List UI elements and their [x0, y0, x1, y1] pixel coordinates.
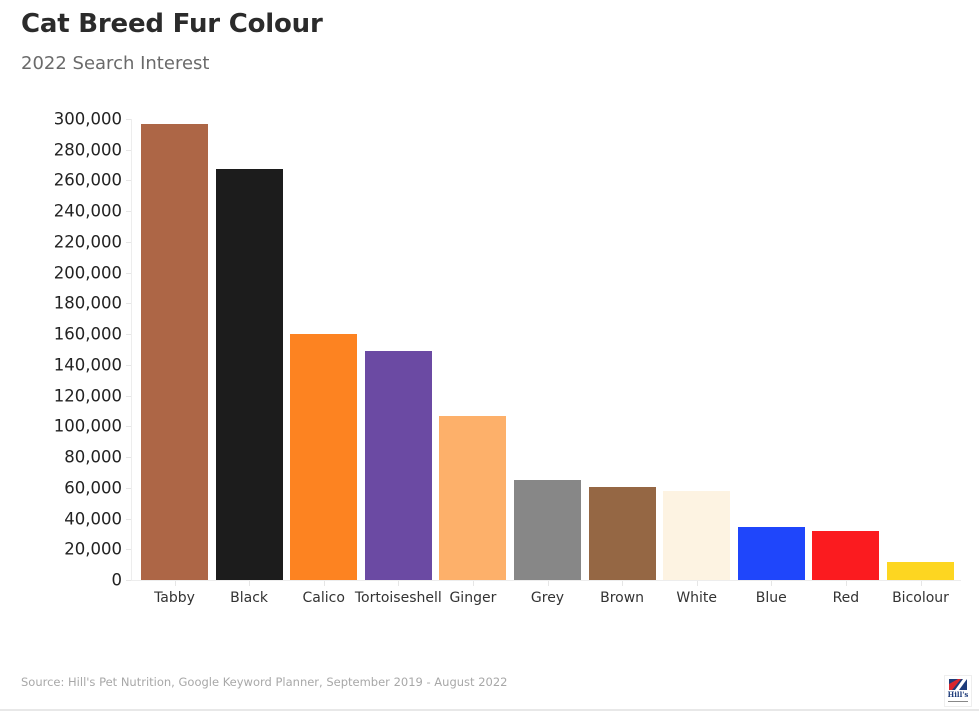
y-axis-line	[131, 119, 132, 580]
y-tick-label: 140,000	[53, 355, 122, 375]
x-tick-mark	[920, 581, 922, 586]
bar-grey[interactable]	[514, 480, 581, 580]
y-tick-label: 40,000	[64, 509, 122, 529]
hills-logo: Hill's	[944, 675, 972, 707]
y-tick-mark	[126, 211, 131, 213]
chart-subtitle: 2022 Search Interest	[21, 53, 210, 74]
y-tick-mark	[126, 241, 131, 243]
y-tick-label: 200,000	[53, 263, 122, 283]
bar-red[interactable]	[812, 530, 880, 580]
y-tick-mark	[126, 149, 131, 151]
y-tick-label: 300,000	[53, 109, 122, 129]
logo-flag-icon	[949, 679, 967, 690]
y-tick-label: 20,000	[64, 539, 122, 559]
y-tick-label: 240,000	[53, 201, 122, 221]
y-tick-label: 260,000	[53, 170, 122, 190]
y-tick-mark	[126, 518, 131, 520]
bar-chart: 300,000 280,000 260,000 240,000 220,000 200,0…	[53, 109, 961, 606]
y-tick-label: 160,000	[53, 324, 122, 344]
x-tick-mark	[472, 581, 474, 586]
x-tick-label: Ginger	[449, 590, 497, 606]
bar-blue[interactable]	[737, 526, 805, 580]
x-tick-mark	[771, 581, 773, 586]
bar-black[interactable]	[215, 168, 283, 580]
y-tick-label: 220,000	[53, 232, 122, 252]
x-tick-mark	[696, 581, 698, 586]
x-tick-mark	[398, 581, 400, 586]
x-tick-mark	[845, 581, 847, 586]
x-tick-mark	[249, 581, 251, 586]
x-tick-label: Grey	[530, 590, 565, 606]
bar-tortoiseshell[interactable]	[364, 351, 432, 580]
y-tick-label: 180,000	[53, 293, 122, 313]
logo-underline	[948, 701, 968, 702]
x-tick-mark	[622, 581, 624, 586]
x-tick-label: Red	[832, 590, 860, 606]
x-tick-label: Tabby	[154, 590, 195, 606]
x-tick-mark	[547, 581, 549, 586]
x-tick-mark	[174, 581, 176, 586]
x-axis-line	[131, 580, 961, 581]
y-tick-mark	[126, 457, 131, 459]
chart-title: Cat Breed Fur Colour	[21, 9, 323, 39]
source-note: Source: Hill's Pet Nutrition, Google Key…	[21, 675, 508, 689]
bar-bicolour[interactable]	[887, 562, 954, 580]
bar-ginger[interactable]	[439, 416, 507, 580]
y-tick-label: 60,000	[64, 478, 122, 498]
y-tick-mark	[126, 580, 131, 581]
y-tick-mark	[126, 272, 131, 274]
bar-tabby[interactable]	[141, 123, 208, 580]
y-tick-mark	[126, 549, 131, 551]
y-tick-label: 80,000	[64, 447, 122, 467]
bar-calico[interactable]	[290, 334, 358, 580]
x-tick-label: Black	[230, 590, 269, 606]
x-tick-label: Blue	[755, 590, 787, 606]
y-tick-mark	[126, 334, 131, 336]
bar-brown[interactable]	[588, 487, 656, 580]
x-tick-label: Calico	[302, 590, 345, 606]
bar-white[interactable]	[663, 490, 731, 580]
y-tick-mark	[126, 180, 131, 182]
y-tick-label: 0	[111, 570, 123, 590]
x-tick-label: Bicolour	[892, 590, 949, 606]
y-tick-mark	[126, 119, 131, 120]
footer-divider	[0, 709, 979, 711]
y-tick-label: 280,000	[53, 140, 122, 160]
y-tick-label: 100,000	[53, 416, 122, 436]
y-tick-mark	[126, 487, 131, 489]
y-tick-mark	[126, 426, 131, 428]
x-tick-label: Brown	[600, 590, 645, 606]
y-tick-mark	[126, 395, 131, 397]
x-tick-mark	[323, 581, 325, 586]
x-tick-label: Tortoiseshell	[354, 590, 442, 606]
x-tick-label: White	[676, 590, 718, 606]
y-tick-mark	[126, 364, 131, 366]
y-tick-mark	[126, 303, 131, 305]
y-tick-label: 120,000	[53, 386, 122, 406]
logo-text: Hill's	[947, 690, 969, 699]
